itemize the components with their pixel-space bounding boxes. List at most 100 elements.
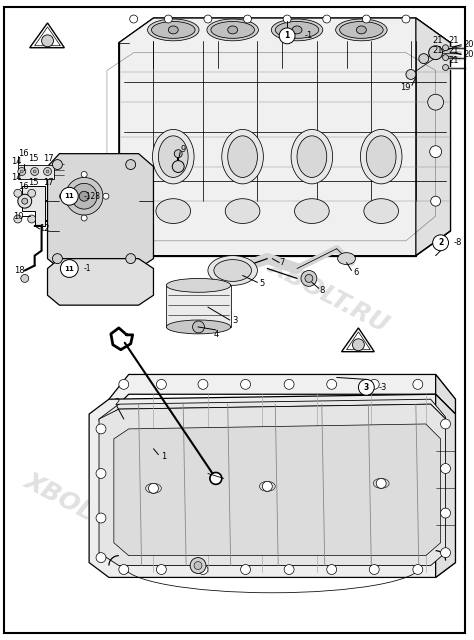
Ellipse shape [71, 184, 97, 209]
Circle shape [419, 54, 428, 63]
Circle shape [413, 380, 423, 389]
Circle shape [428, 45, 443, 60]
Polygon shape [22, 186, 45, 226]
Ellipse shape [166, 320, 231, 334]
Circle shape [244, 15, 252, 23]
Circle shape [241, 564, 250, 575]
Text: 14: 14 [11, 173, 21, 182]
Circle shape [198, 564, 208, 575]
Text: 15: 15 [27, 178, 38, 187]
Polygon shape [114, 424, 441, 556]
Text: 16: 16 [18, 149, 28, 158]
Polygon shape [436, 374, 456, 414]
Circle shape [42, 35, 54, 47]
Circle shape [194, 561, 202, 570]
Ellipse shape [147, 19, 199, 41]
Circle shape [103, 193, 109, 199]
Ellipse shape [156, 198, 191, 223]
Circle shape [96, 513, 106, 523]
Circle shape [156, 564, 166, 575]
Ellipse shape [336, 19, 387, 41]
Text: 20: 20 [464, 50, 474, 59]
Circle shape [164, 15, 172, 23]
Polygon shape [99, 404, 446, 566]
Circle shape [96, 468, 106, 479]
Circle shape [363, 15, 370, 23]
Text: XBOLT.RU: XBOLT.RU [264, 253, 393, 337]
Circle shape [22, 198, 27, 204]
Circle shape [198, 380, 208, 389]
Ellipse shape [168, 26, 178, 34]
Text: 21: 21 [448, 56, 459, 65]
Circle shape [443, 45, 448, 51]
Circle shape [283, 15, 291, 23]
Circle shape [14, 189, 22, 197]
Text: 10: 10 [13, 212, 23, 221]
Circle shape [441, 508, 450, 518]
Polygon shape [47, 154, 154, 269]
Circle shape [406, 70, 416, 79]
Circle shape [301, 271, 317, 286]
Text: 17: 17 [44, 154, 54, 163]
Text: 15: 15 [27, 154, 38, 163]
Circle shape [413, 564, 423, 575]
Circle shape [20, 170, 23, 173]
Polygon shape [47, 259, 154, 305]
Polygon shape [436, 394, 456, 577]
Text: 21: 21 [448, 36, 459, 45]
Circle shape [53, 159, 63, 170]
Polygon shape [99, 399, 446, 421]
Text: 18: 18 [15, 266, 25, 275]
Circle shape [358, 380, 374, 396]
Circle shape [443, 65, 448, 70]
Text: 1: 1 [284, 31, 290, 40]
Circle shape [441, 463, 450, 474]
Circle shape [190, 557, 206, 573]
Circle shape [428, 94, 444, 110]
Ellipse shape [271, 19, 323, 41]
Text: 11: 11 [64, 193, 74, 199]
Polygon shape [30, 23, 64, 48]
Polygon shape [416, 18, 450, 255]
Ellipse shape [146, 483, 161, 493]
Circle shape [27, 215, 36, 223]
Text: 9: 9 [181, 145, 186, 154]
Ellipse shape [222, 129, 264, 184]
Circle shape [18, 195, 32, 208]
Ellipse shape [158, 136, 188, 177]
Ellipse shape [228, 26, 237, 34]
Ellipse shape [207, 19, 258, 41]
Text: 3: 3 [232, 316, 237, 324]
Ellipse shape [360, 129, 402, 184]
Text: 20: 20 [464, 40, 474, 49]
Text: 5: 5 [260, 279, 265, 288]
Circle shape [327, 564, 337, 575]
Circle shape [21, 275, 29, 282]
Circle shape [33, 170, 36, 173]
Text: -1: -1 [305, 31, 313, 40]
Text: 19: 19 [401, 83, 411, 92]
Polygon shape [109, 374, 456, 414]
Text: XBOLT.RU: XBOLT.RU [20, 468, 149, 552]
Circle shape [402, 15, 410, 23]
Circle shape [27, 189, 36, 197]
Ellipse shape [294, 198, 329, 223]
Text: 21: 21 [433, 36, 443, 45]
Circle shape [204, 15, 212, 23]
Circle shape [172, 161, 184, 172]
Text: 11: 11 [64, 266, 74, 271]
Text: 3: 3 [364, 383, 369, 392]
Circle shape [81, 215, 87, 221]
Ellipse shape [214, 260, 252, 282]
Circle shape [376, 479, 386, 488]
Circle shape [431, 196, 441, 206]
Ellipse shape [79, 191, 89, 201]
Ellipse shape [275, 22, 319, 38]
Polygon shape [89, 394, 456, 577]
Circle shape [369, 564, 379, 575]
Circle shape [14, 215, 22, 223]
Circle shape [148, 483, 158, 493]
Circle shape [369, 380, 379, 389]
Circle shape [263, 481, 272, 492]
Polygon shape [119, 18, 450, 63]
